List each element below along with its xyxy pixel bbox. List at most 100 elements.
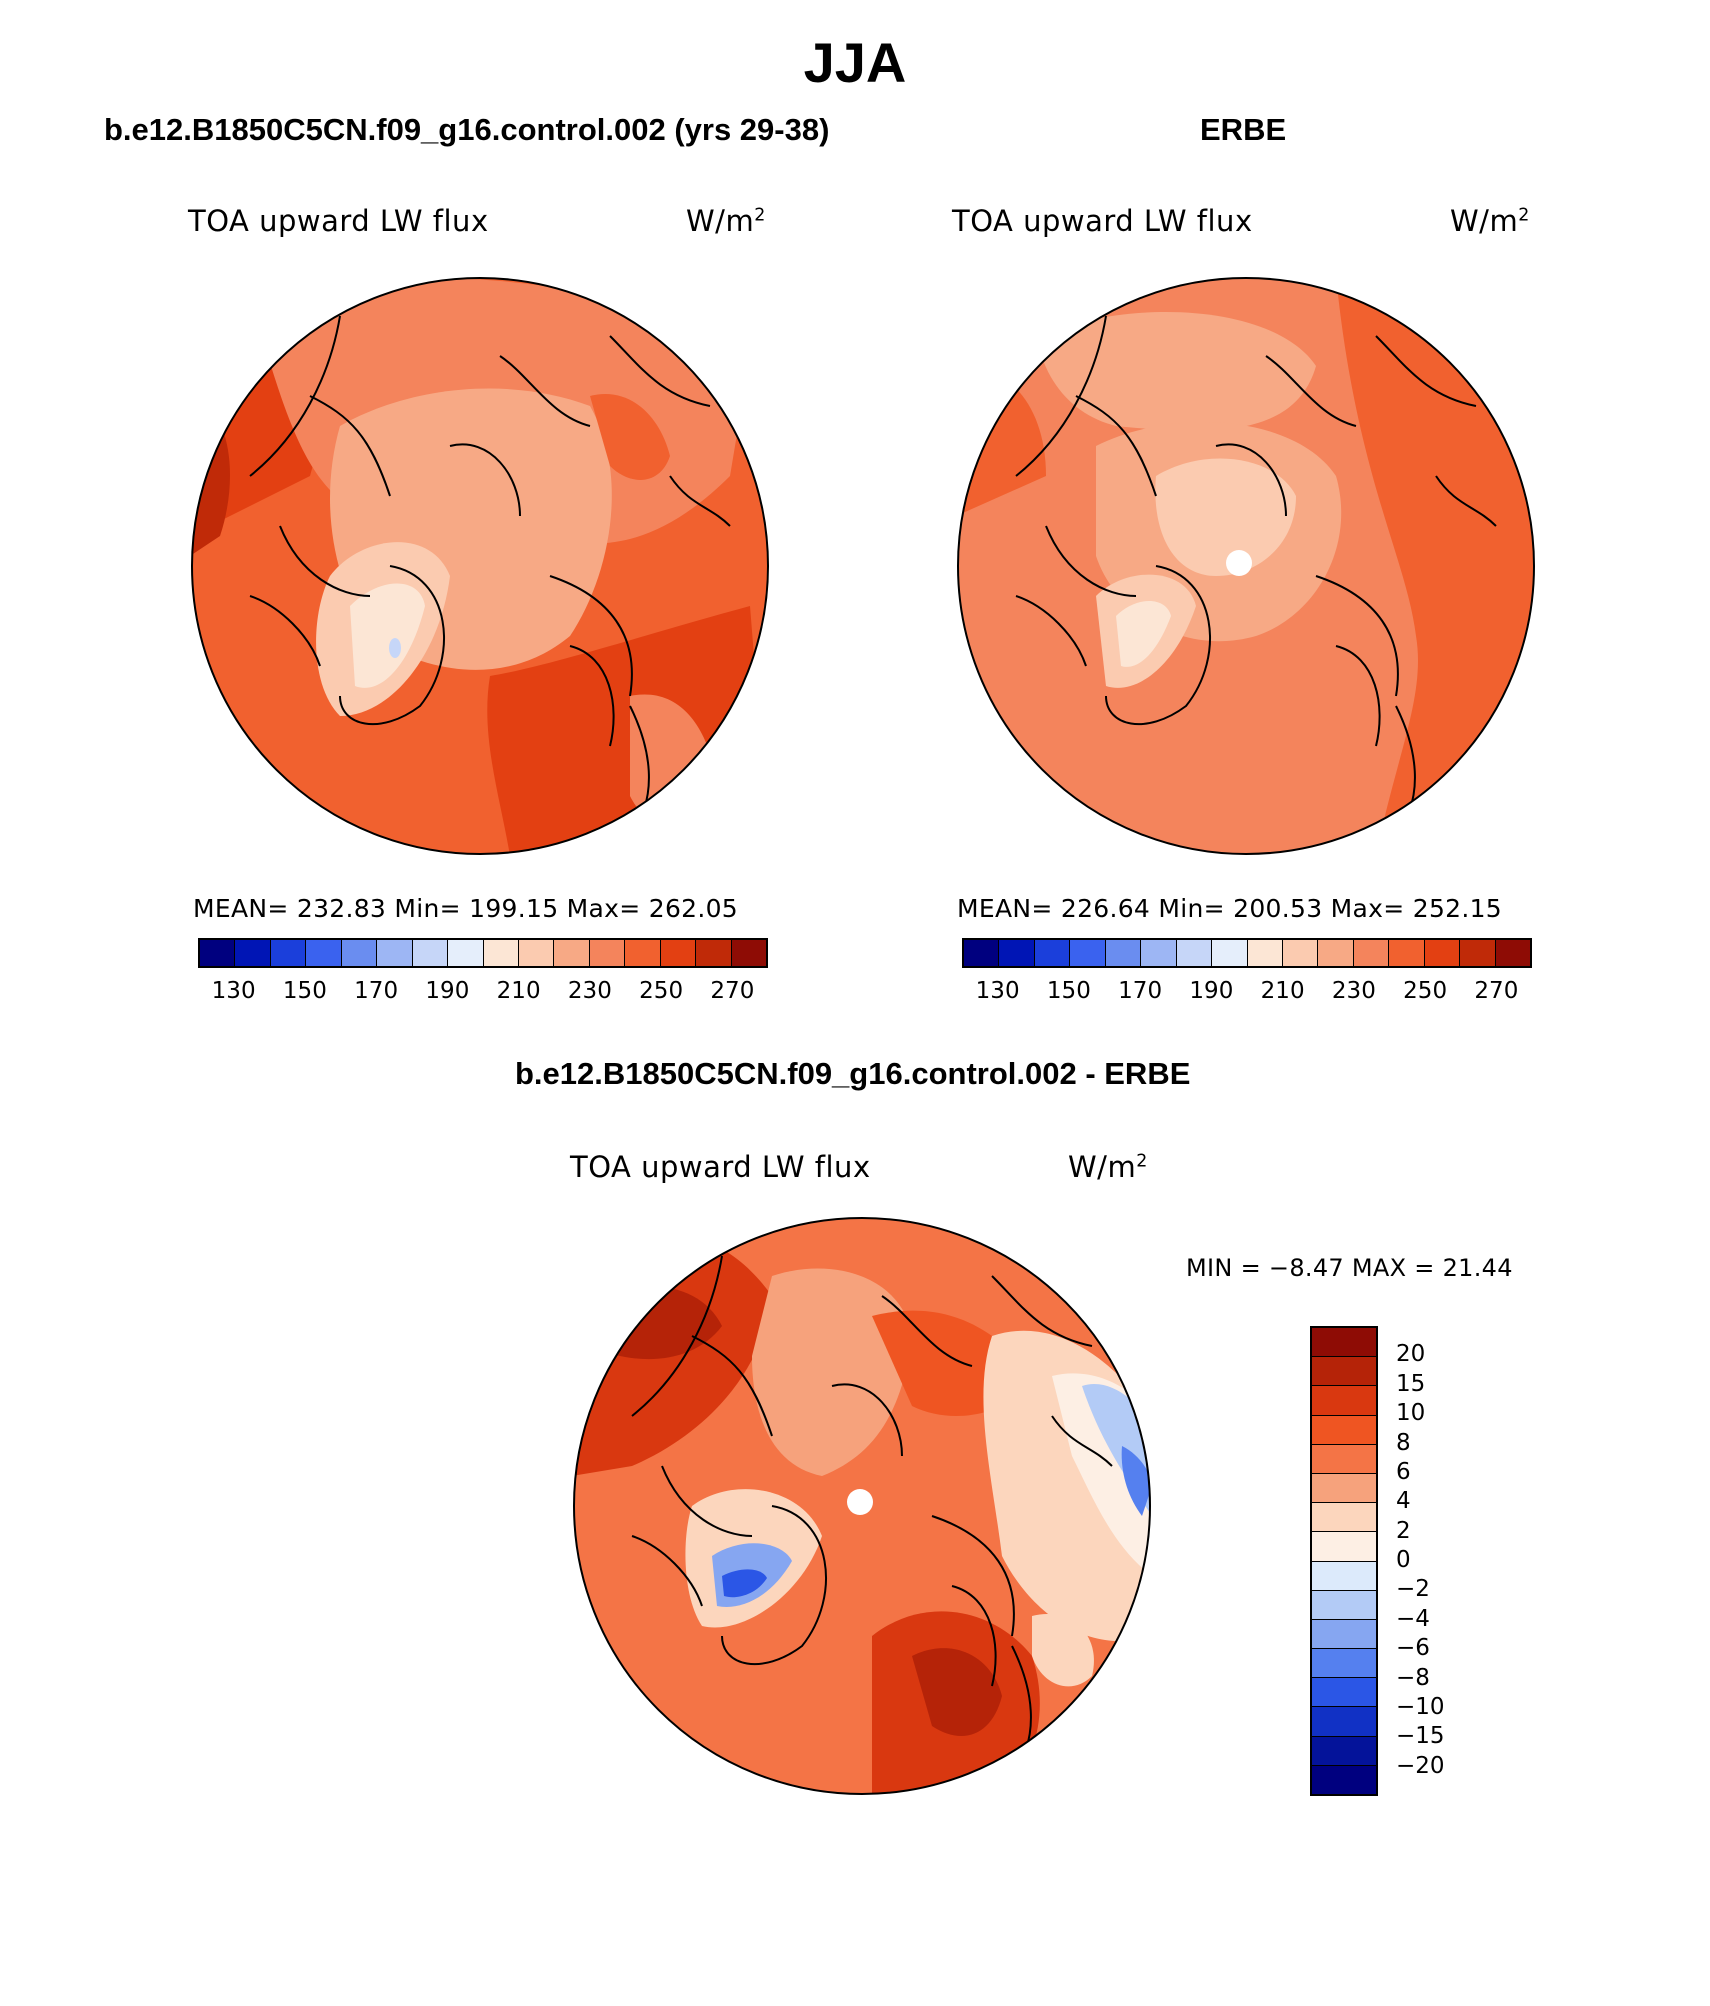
model-panel-title: b.e12.B1850C5CN.f09_g16.control.002 (yrs… (104, 112, 830, 147)
colorbar-swatch (1312, 1444, 1376, 1474)
diff-colorbar-labels: 20 15 10 8 6 4 2 0 −2 −4 −6 −8 −10 −15 −20 (1396, 1326, 1476, 1796)
colorbar-tick-label: 10 (1396, 1400, 1426, 1427)
colorbar-swatch (1312, 1649, 1376, 1679)
model-contour-region (590, 394, 670, 480)
obs-map-boundary (957, 277, 1535, 855)
model-field-label: TOA upward LW flux (188, 204, 489, 238)
colorbar-tick-label: 230 (567, 978, 612, 1004)
colorbar-swatch (625, 940, 661, 966)
colorbar-tick-label: 130 (211, 978, 256, 1004)
colorbar-tick-label: 250 (1403, 978, 1448, 1004)
colorbar-tick-label: 210 (1260, 978, 1305, 1004)
obs-contour-region (1036, 312, 1316, 431)
colorbar-tick-label: 20 (1396, 1341, 1426, 1368)
colorbar-swatch (1141, 940, 1177, 966)
model-map-boundary (191, 277, 769, 855)
colorbar-swatch (1312, 1532, 1376, 1562)
colorbar-tick-label: 190 (1189, 978, 1234, 1004)
model-colorbar-ticks: 130 150 170 190 210 230 250 270 (198, 978, 768, 1008)
colorbar-tick-label: 4 (1396, 1488, 1411, 1515)
diff-contour-region (1121, 1446, 1150, 1516)
colorbar-tick-label: −6 (1396, 1635, 1430, 1662)
colorbar-tick-label: 270 (710, 978, 755, 1004)
obs-panel-title: ERBE (1200, 112, 1287, 147)
colorbar-swatch (1353, 940, 1390, 966)
obs-stats: MEAN= 226.64 Min= 200.53 Max= 252.15 (957, 894, 1503, 923)
colorbar-swatch (1312, 1415, 1376, 1445)
colorbar-swatch (1070, 940, 1106, 966)
colorbar-swatch (1312, 1386, 1376, 1416)
model-stats: MEAN= 232.83 Min= 199.15 Max= 262.05 (193, 894, 739, 923)
colorbar-swatch (377, 940, 413, 966)
diff-coastlines (631, 1255, 1113, 1777)
colorbar-swatch (1312, 1357, 1376, 1387)
colorbar-swatch (1424, 940, 1461, 966)
colorbar-tick-label: −10 (1396, 1693, 1445, 1720)
colorbar-swatch (1282, 940, 1319, 966)
model-coastlines (249, 315, 731, 837)
model-contour-region (389, 638, 401, 658)
diff-colorbar (1310, 1326, 1378, 1796)
obs-colorbar-ticks: 130 150 170 190 210 230 250 270 (962, 978, 1532, 1008)
obs-coastlines (1015, 315, 1497, 837)
colorbar-swatch (1312, 1678, 1376, 1708)
colorbar-swatch (731, 940, 766, 966)
colorbar-tick-label: 6 (1396, 1458, 1411, 1485)
colorbar-swatch (1312, 1328, 1376, 1358)
colorbar-swatch (270, 940, 307, 966)
colorbar-tick-label: 250 (639, 978, 684, 1004)
colorbar-swatch (1312, 1765, 1376, 1794)
colorbar-tick-label: 270 (1474, 978, 1519, 1004)
colorbar-swatch (412, 940, 449, 966)
colorbar-swatch (1312, 1619, 1376, 1650)
diff-map-boundary (573, 1217, 1151, 1795)
obs-polar-map (957, 277, 1535, 855)
obs-contour-region (1116, 601, 1171, 667)
colorbar-tick-label: 2 (1396, 1517, 1411, 1544)
colorbar-swatch (554, 940, 590, 966)
colorbar-tick-label: 150 (1046, 978, 1091, 1004)
obs-field-label: TOA upward LW flux (952, 204, 1253, 238)
colorbar-swatch (999, 940, 1035, 966)
colorbar-swatch (1247, 940, 1283, 966)
colorbar-tick-label: 170 (354, 978, 399, 1004)
obs-units-label: W/m2 (1450, 204, 1530, 238)
colorbar-swatch (1312, 1707, 1376, 1737)
colorbar-swatch (1176, 940, 1213, 966)
colorbar-tick-label: 150 (282, 978, 327, 1004)
colorbar-swatch (660, 940, 697, 966)
colorbar-swatch (1312, 1590, 1376, 1620)
obs-missing-pole (1226, 550, 1252, 576)
colorbar-swatch (341, 940, 378, 966)
diff-units-label: W/m2 (1068, 1150, 1148, 1184)
colorbar-tick-label: 0 (1396, 1547, 1411, 1573)
colorbar-swatch (483, 940, 519, 966)
colorbar-swatch (1105, 940, 1142, 966)
colorbar-swatch (518, 940, 555, 966)
colorbar-swatch (1318, 940, 1354, 966)
colorbar-tick-label: −4 (1396, 1605, 1430, 1632)
diff-contour-region (752, 1268, 912, 1476)
diff-contour-region (722, 1569, 767, 1598)
colorbar-swatch (964, 940, 1000, 966)
colorbar-swatch (1312, 1503, 1376, 1533)
colorbar-swatch (1460, 940, 1496, 966)
model-polar-map (191, 277, 769, 855)
colorbar-tick-label: −15 (1396, 1723, 1445, 1750)
diff-contour-region (912, 1648, 1002, 1736)
colorbar-tick-label: 190 (425, 978, 470, 1004)
model-contour-region (350, 583, 425, 688)
colorbar-tick-label: 170 (1118, 978, 1163, 1004)
colorbar-swatch (1389, 940, 1425, 966)
diff-missing-pole (847, 1489, 873, 1515)
colorbar-swatch (1034, 940, 1071, 966)
colorbar-swatch (1212, 940, 1248, 966)
diff-panel-title: b.e12.B1850C5CN.f09_g16.control.002 - ER… (515, 1056, 1191, 1091)
diff-minmax: MIN = −8.47 MAX = 21.44 (1186, 1254, 1513, 1282)
colorbar-tick-label: 8 (1396, 1429, 1411, 1456)
colorbar-tick-label: 230 (1331, 978, 1376, 1004)
colorbar-tick-label: 210 (496, 978, 541, 1004)
colorbar-swatch (200, 940, 236, 966)
colorbar-swatch (448, 940, 484, 966)
colorbar-swatch (1312, 1561, 1376, 1591)
